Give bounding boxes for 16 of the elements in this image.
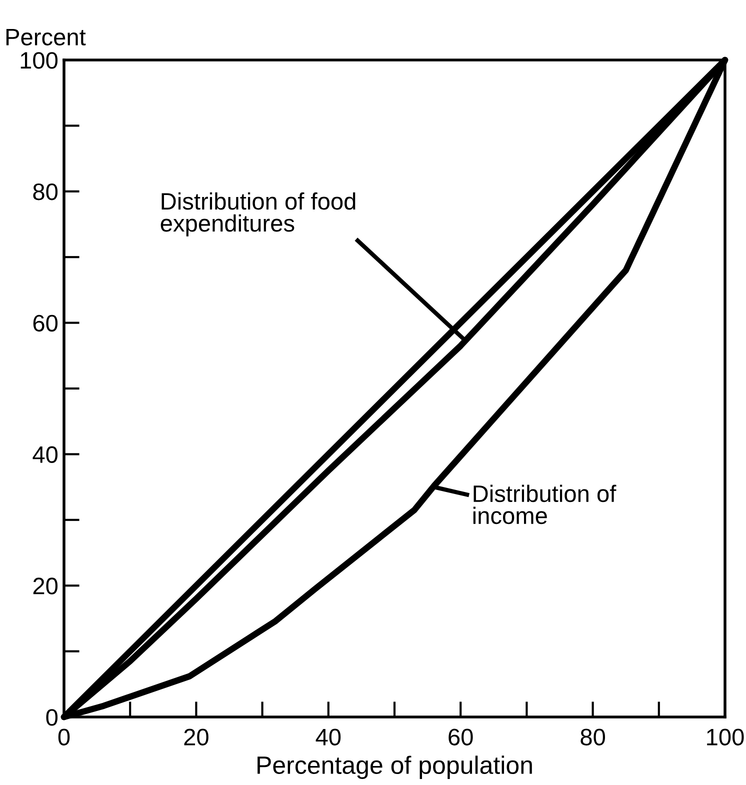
y-axis-title: Percent [6,29,86,46]
y-tick-label: 60 [33,314,58,332]
x-tick-label: 60 [448,728,473,746]
annotation: Distribution of income [473,484,616,524]
x-tick-label: 100 [707,728,744,746]
x-tick-label: 40 [316,728,341,746]
annotation: Distribution of food expenditures [160,192,356,236]
x-tick-label: 80 [580,728,606,746]
y-tick-label: 0 [46,709,58,726]
y-tick-label: 20 [33,578,58,594]
x-tick-label: 0 [58,728,70,746]
y-tick-label: 40 [32,446,58,463]
y-tick-label: 80 [33,183,58,200]
y-tick-label: 100 [20,52,58,69]
x-tick-label: 20 [184,728,208,746]
x-axis-title: Percentage of population [258,756,532,779]
